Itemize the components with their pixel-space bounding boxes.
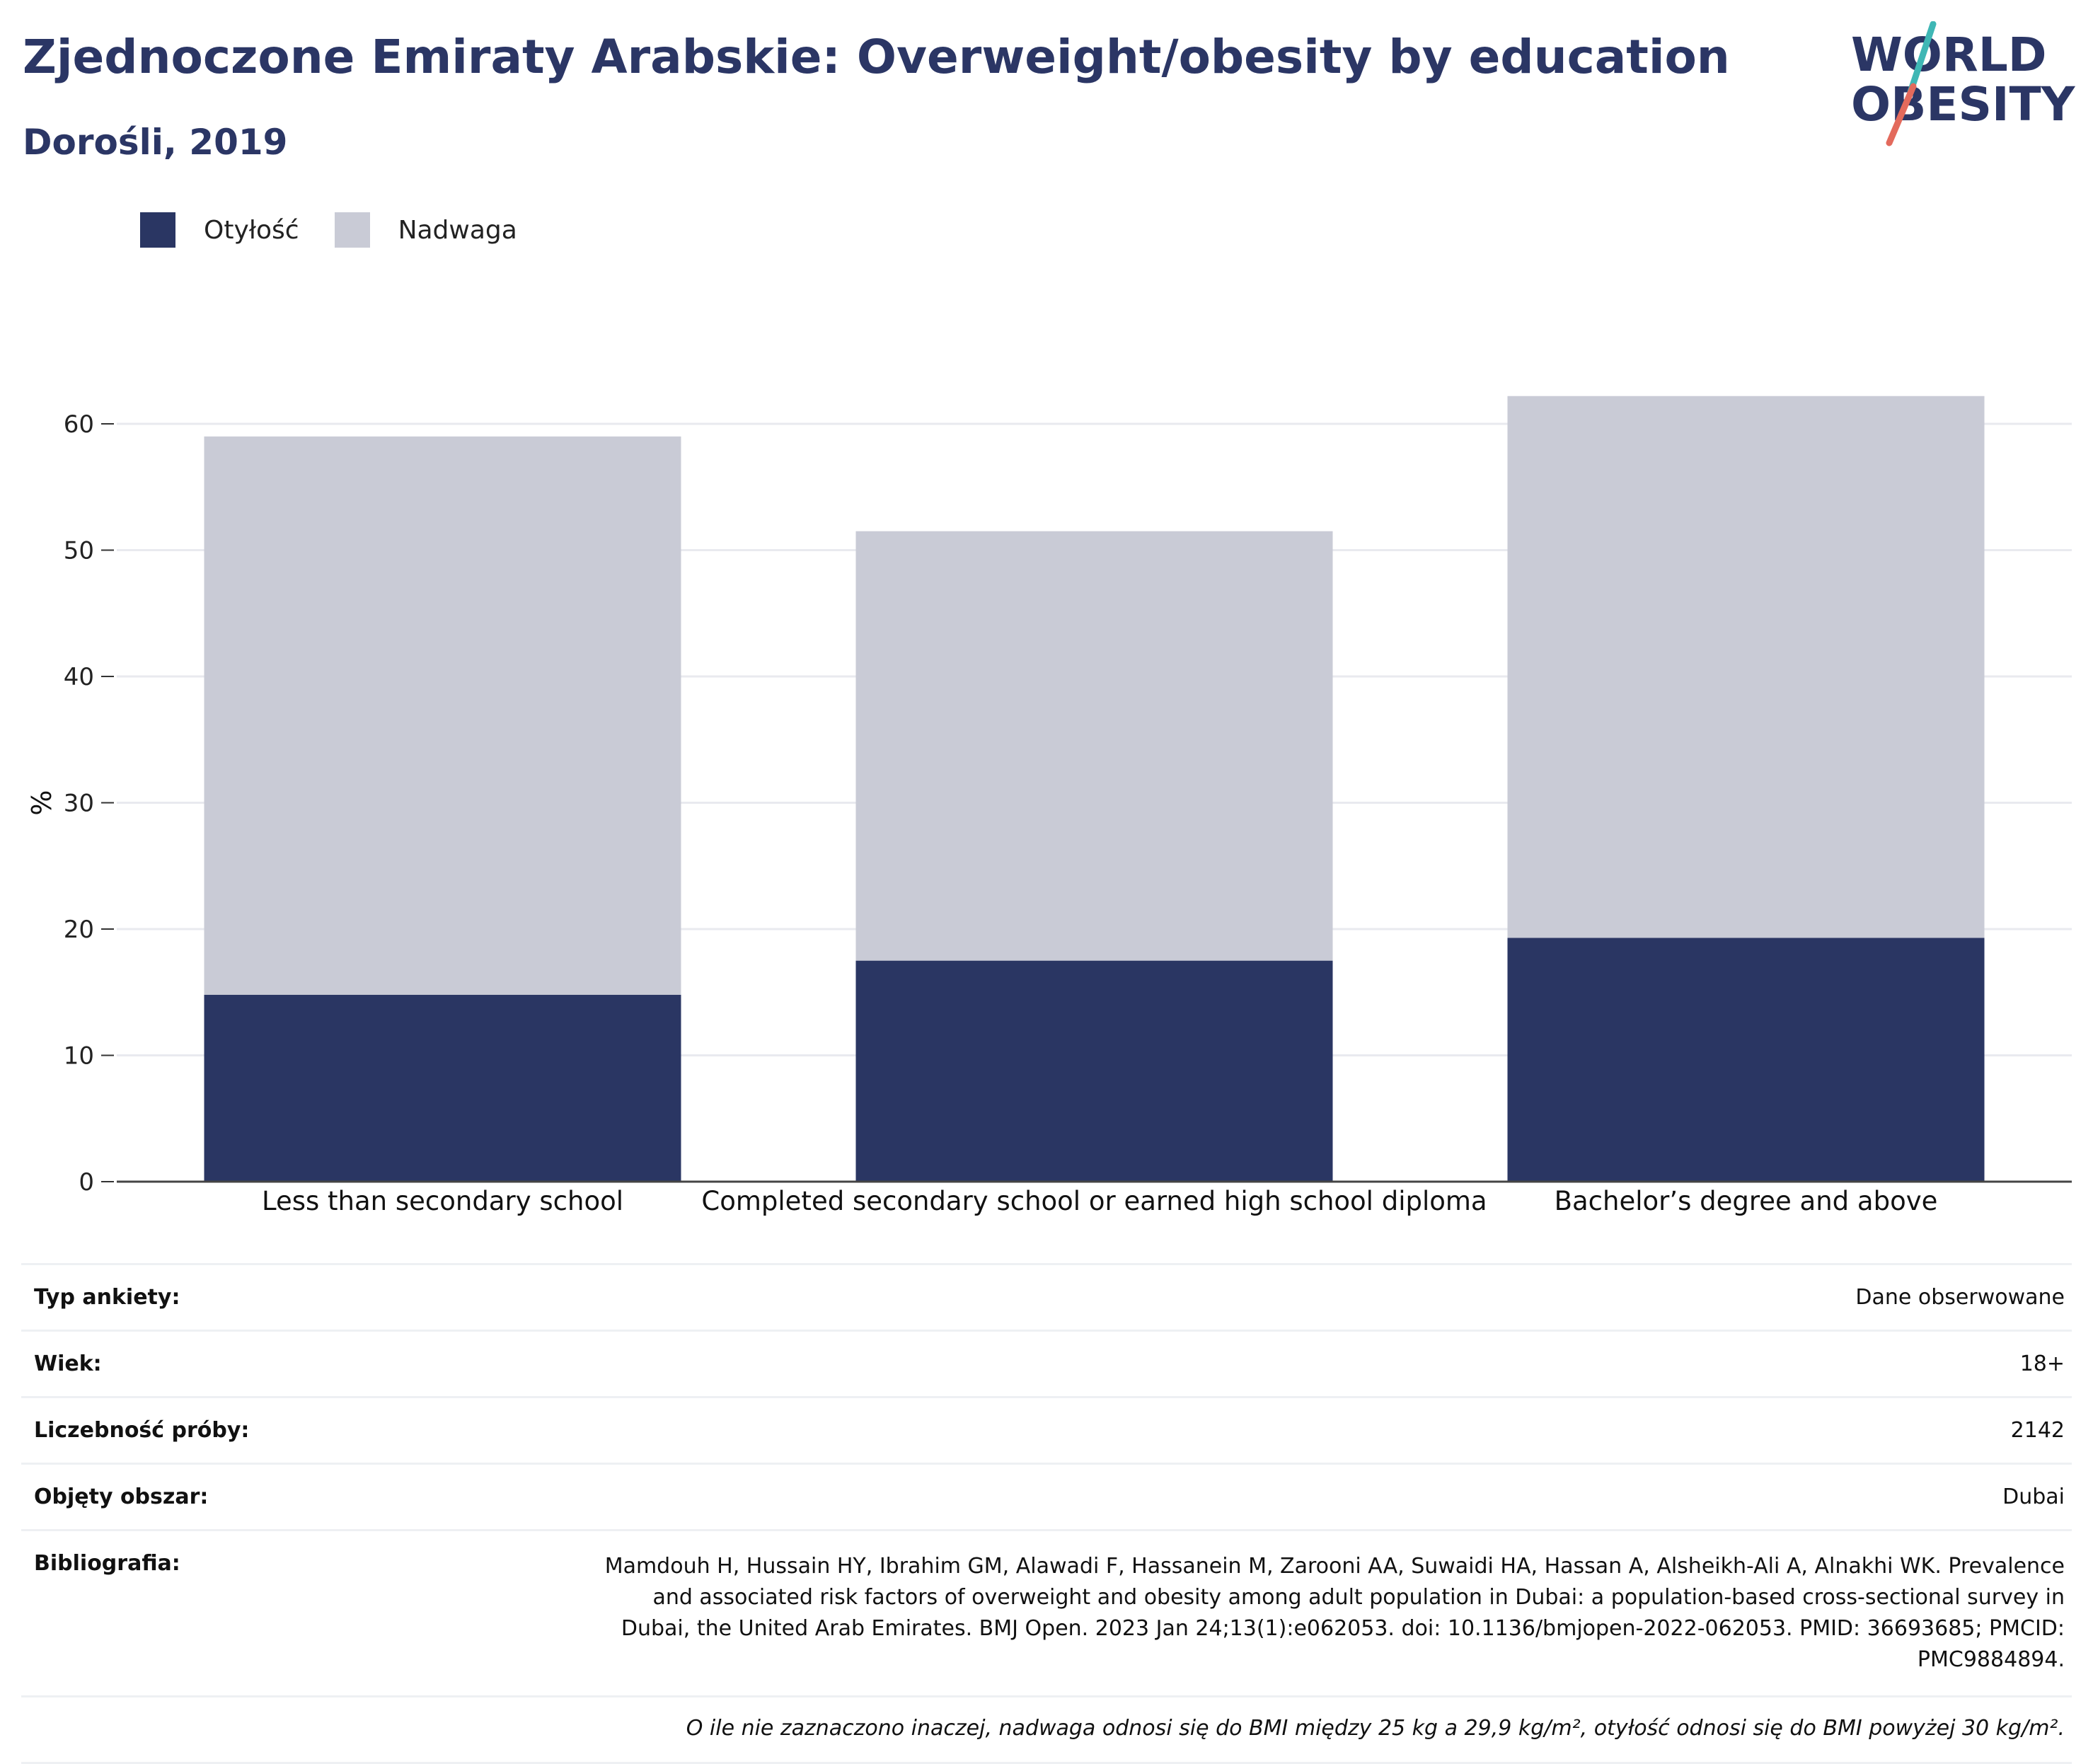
bar-obesity-0[interactable]	[204, 994, 681, 1182]
survey-info-table: Typ ankiety: Dane obserwowane Wiek: 18+ …	[21, 1263, 2072, 1764]
bar-obesity-2[interactable]	[1507, 938, 1985, 1182]
x-tick-label: Completed secondary school or earned hig…	[701, 1186, 1487, 1216]
y-tick-label: 40	[64, 663, 94, 691]
info-row-sample-size: Liczebność próby: 2142	[21, 1396, 2072, 1463]
y-axis-label: %	[26, 790, 57, 815]
legend-label-overweight: Nadwaga	[398, 215, 517, 245]
info-row-area: Objęty obszar: Dubai	[21, 1463, 2072, 1529]
legend-item-obesity[interactable]: Otyłość	[140, 212, 299, 248]
bar-obesity-1[interactable]	[855, 960, 1333, 1182]
x-tick-label: Bachelor’s degree and above	[1555, 1186, 1938, 1216]
y-tick-label: 50	[64, 537, 94, 565]
bar-overweight-1[interactable]	[855, 531, 1333, 961]
x-tick-labels: Less than secondary school Completed seco…	[262, 1186, 1937, 1216]
logo-slash-bottom	[1886, 83, 1917, 146]
page-title: Zjednoczone Emiraty Arabskie: Overweight…	[23, 30, 1730, 84]
survey-type-value: Dane obserwowane	[1855, 1285, 2065, 1310]
stacked-bar-chart: 0 10 20 30 40 50 60 Less than secondary school…	[26, 396, 2072, 1216]
legend-swatch-obesity	[140, 212, 175, 248]
logo-slash-top	[1907, 21, 1937, 96]
chart-legend: Otyłość Nadwaga	[140, 212, 553, 248]
y-tick-label: 0	[79, 1168, 94, 1197]
y-tick-label: 20	[64, 916, 94, 944]
age-label: Wiek:	[34, 1351, 102, 1376]
legend-item-overweight[interactable]: Nadwaga	[334, 212, 517, 248]
sample-size-value: 2142	[2010, 1418, 2065, 1443]
logo-text-world: WORLD	[1851, 28, 2047, 82]
y-tick-labels: 0 10 20 30 40 50 60	[64, 410, 114, 1197]
page-subtitle: Dorośli, 2019	[23, 122, 288, 163]
bibliography-value: Mamdouh H, Hussain HY, Ibrahim GM, Alawa…	[604, 1554, 2065, 1672]
area-label: Objęty obszar:	[34, 1485, 209, 1509]
x-tick-label: Less than secondary school	[262, 1186, 623, 1216]
bibliography-label: Bibliografia:	[34, 1551, 180, 1576]
y-tick-label: 60	[64, 410, 94, 439]
legend-swatch-overweight	[334, 212, 370, 248]
age-value: 18+	[2019, 1351, 2065, 1376]
legend-label-obesity: Otyłość	[204, 215, 299, 245]
area-value: Dubai	[2002, 1485, 2065, 1509]
bars	[204, 396, 1985, 1182]
info-row-survey-type: Typ ankiety: Dane obserwowane	[21, 1263, 2072, 1330]
bmi-definition-note: O ile nie zaznaczono inaczej, nadwaga od…	[21, 1695, 2072, 1764]
logo-text-obesity: OBESITY	[1851, 77, 2076, 132]
bar-overweight-2[interactable]	[1507, 396, 1985, 938]
y-tick-label: 30	[64, 790, 94, 818]
bar-overweight-0[interactable]	[204, 436, 681, 995]
info-row-bibliography: Bibliografia: Mamdouh H, Hussain HY, Ibr…	[21, 1529, 2072, 1695]
survey-type-label: Typ ankiety:	[34, 1285, 180, 1310]
world-obesity-logo: WORLD OBESITY	[1851, 21, 2076, 146]
sample-size-label: Liczebność próby:	[34, 1418, 250, 1443]
info-row-age: Wiek: 18+	[21, 1330, 2072, 1396]
y-tick-label: 10	[64, 1042, 94, 1071]
